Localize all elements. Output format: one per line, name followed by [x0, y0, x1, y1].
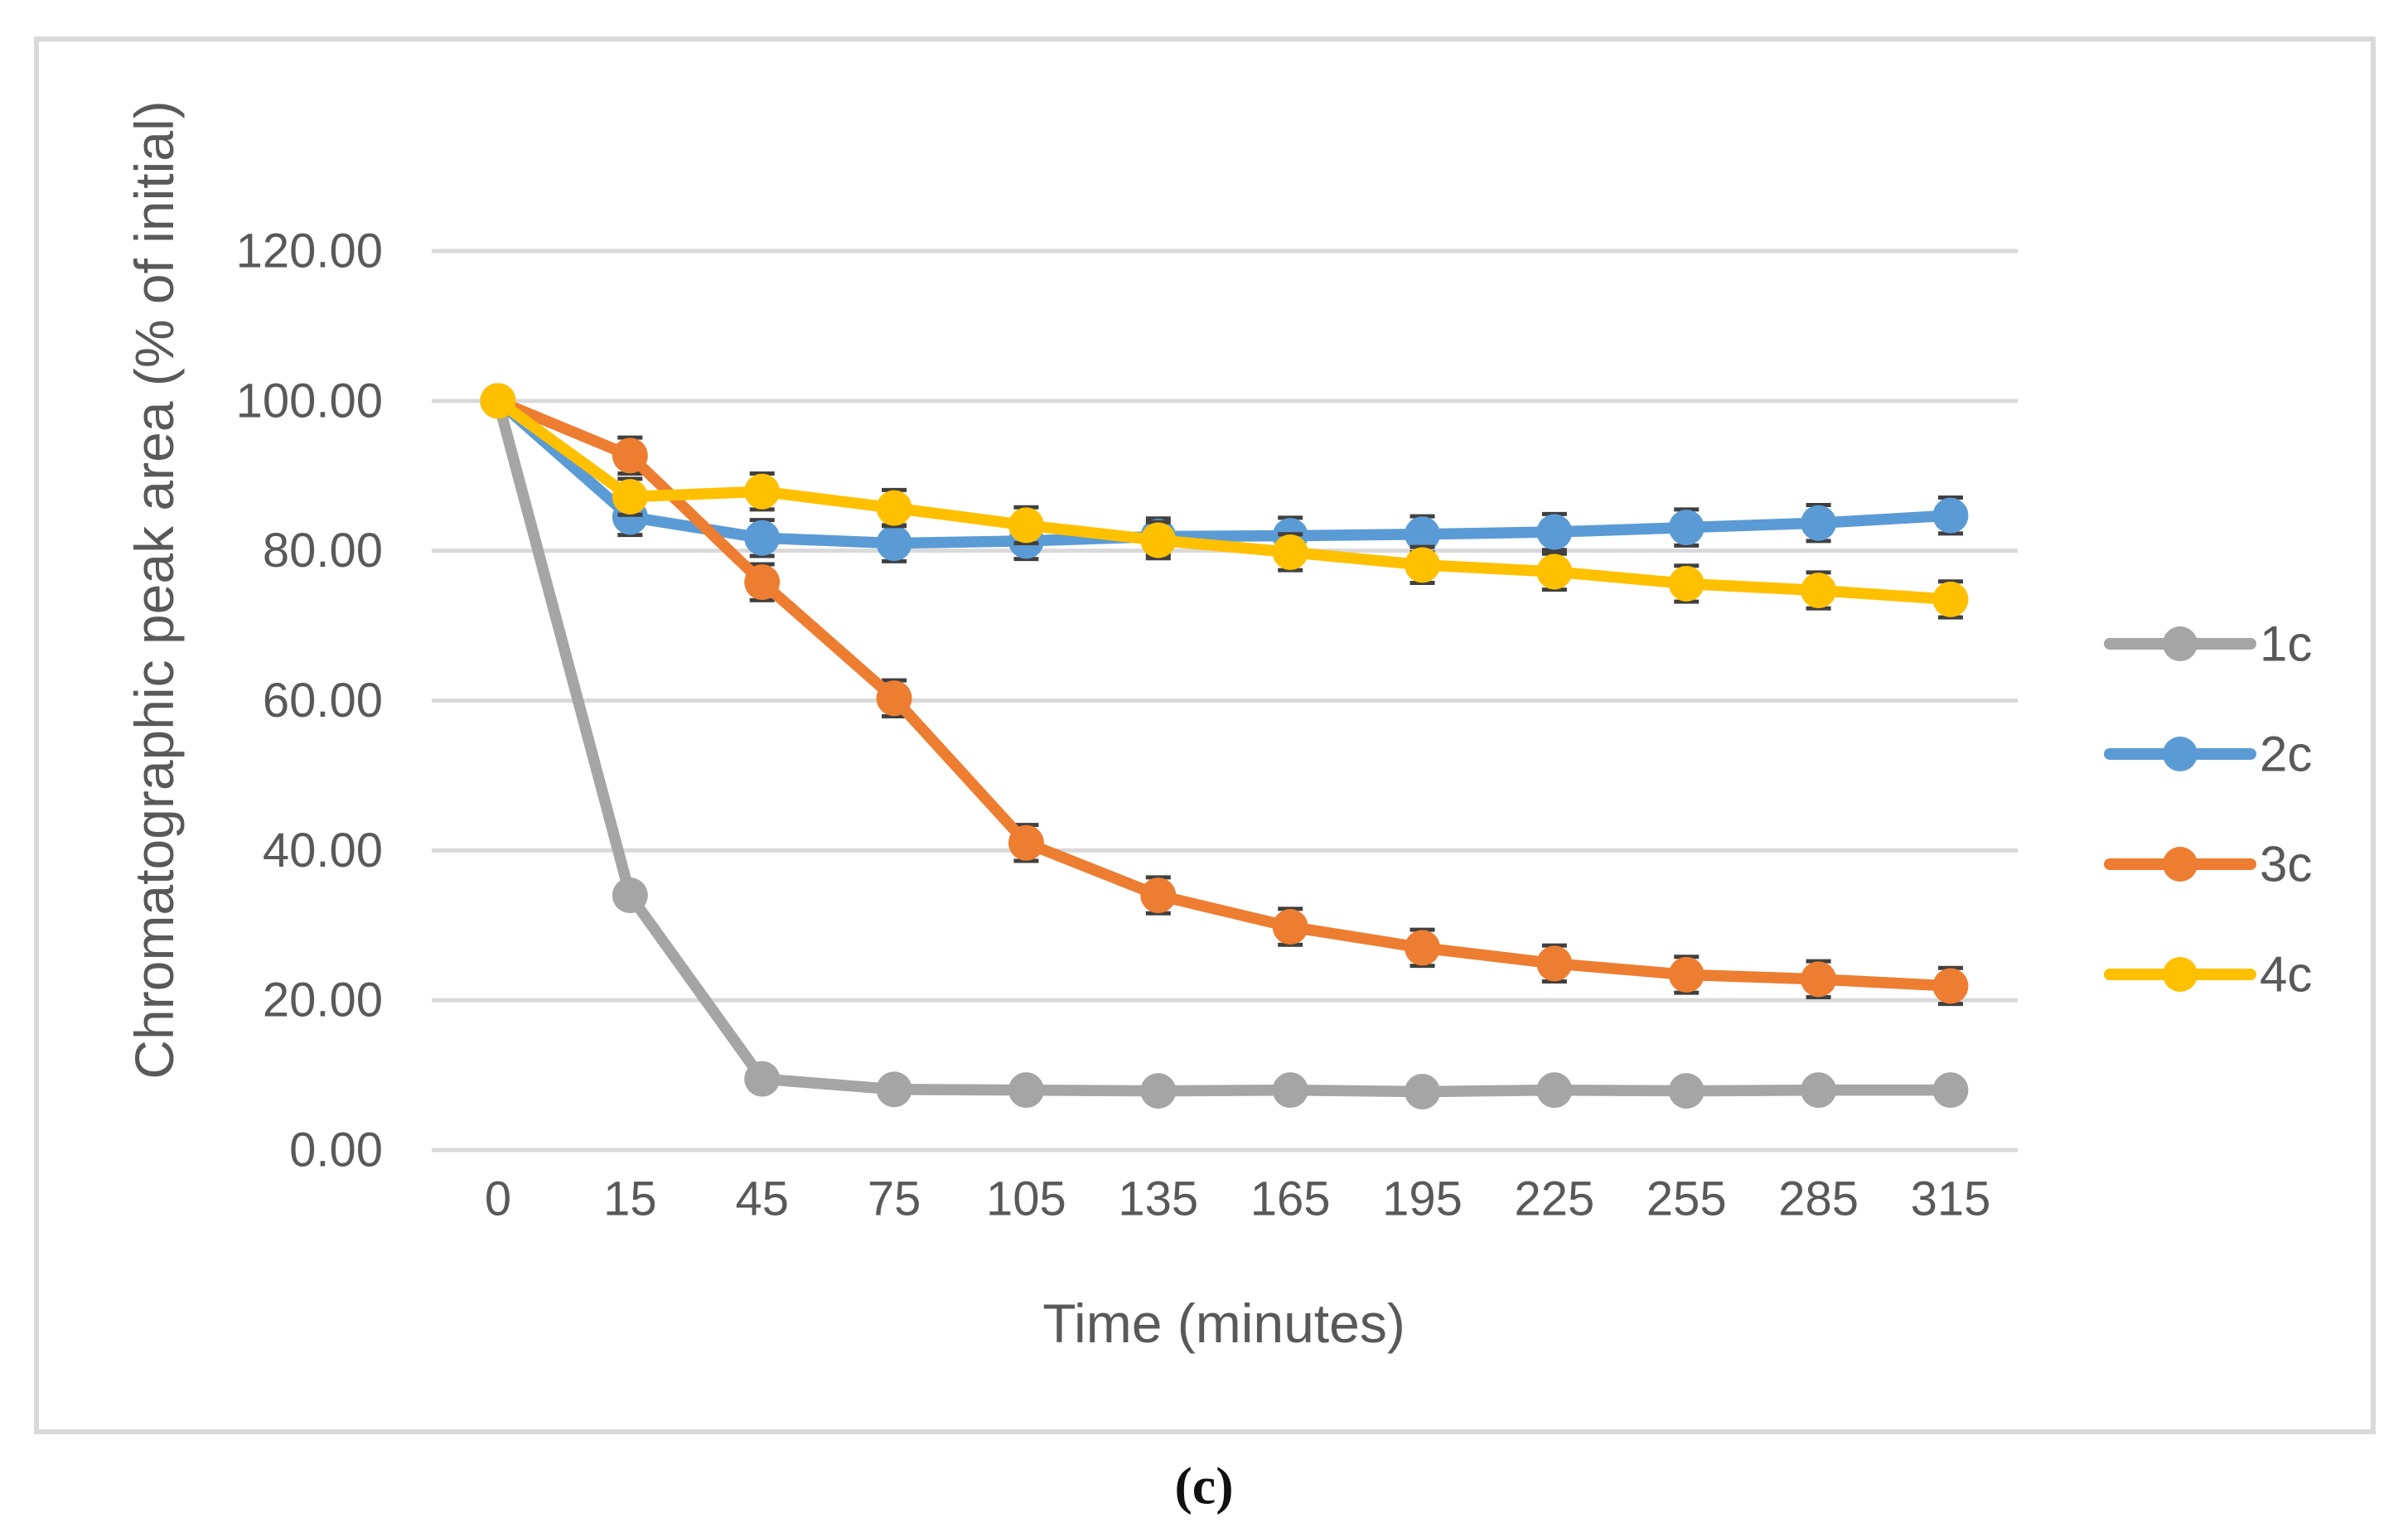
data-point-3c-195	[1405, 930, 1441, 966]
y-tick-label: 20.00	[263, 974, 383, 1027]
x-tick-label: 75	[868, 1172, 921, 1226]
x-tick-label: 135	[1118, 1172, 1198, 1226]
figure-caption: (c)	[1174, 1457, 1233, 1515]
x-axis-tick-labels: 0 15 45 75 105 135 165 195 225 255 285 315	[485, 1172, 1990, 1226]
y-axis-tick-labels: 0.00 20.00 40.00 60.00 80.00 100.00 120.00	[236, 224, 383, 1177]
y-axis-title: Chromatographic peak area (% of initial)	[123, 100, 185, 1079]
legend-marker-4c	[2163, 957, 2198, 992]
data-point-3c-255	[1668, 956, 1704, 993]
x-axis-title: Time (minutes)	[1042, 1293, 1405, 1354]
series-4c	[480, 383, 1969, 620]
data-point-1c-15	[612, 877, 648, 914]
data-point-2c-195	[1405, 516, 1441, 553]
y-tick-label: 100.00	[236, 374, 383, 428]
data-point-3c-315	[1932, 968, 1969, 1004]
y-tick-label: 40.00	[263, 824, 383, 877]
legend-marker-3c	[2163, 847, 2198, 882]
y-tick-label: 60.00	[263, 674, 383, 727]
data-point-3c-225	[1536, 945, 1573, 982]
y-tick-label: 0.00	[289, 1124, 383, 1177]
data-point-3c-45	[744, 564, 781, 601]
data-point-4c-0	[480, 383, 516, 419]
legend-item-2c: 2c	[2104, 727, 2312, 782]
legend-label-4c: 4c	[2260, 947, 2312, 1003]
legend-marker-1c	[2163, 626, 2198, 661]
data-point-2c-315	[1932, 497, 1969, 534]
x-tick-label: 225	[1514, 1172, 1594, 1226]
data-point-2c-285	[1801, 505, 1837, 541]
series-1c	[480, 383, 1969, 1109]
legend-label-3c: 3c	[2260, 837, 2312, 892]
x-tick-label: 255	[1646, 1172, 1727, 1226]
data-point-1c-195	[1405, 1073, 1441, 1109]
data-point-2c-225	[1536, 514, 1573, 550]
x-tick-label: 0	[485, 1172, 511, 1226]
x-tick-label: 45	[735, 1172, 789, 1226]
data-point-4c-225	[1536, 553, 1573, 590]
data-point-4c-195	[1405, 547, 1441, 583]
data-point-4c-45	[744, 473, 781, 510]
y-tick-label: 80.00	[263, 524, 383, 578]
legend-label-1c: 1c	[2260, 616, 2312, 672]
data-point-1c-225	[1536, 1072, 1573, 1109]
series-line-4c	[492, 395, 1956, 606]
data-point-1c-75	[876, 1071, 912, 1108]
series-line-2c	[492, 395, 1956, 549]
x-tick-label: 15	[603, 1172, 657, 1226]
data-point-2c-45	[744, 520, 781, 556]
data-point-4c-315	[1932, 581, 1969, 617]
data-point-2c-75	[876, 525, 912, 562]
series-line-3c	[492, 395, 1956, 992]
x-tick-label: 285	[1778, 1172, 1859, 1226]
data-point-1c-135	[1140, 1073, 1177, 1109]
data-point-1c-165	[1272, 1072, 1308, 1109]
data-point-2c-255	[1668, 510, 1704, 546]
legend-item-4c: 4c	[2104, 947, 2312, 1003]
data-point-1c-255	[1668, 1073, 1704, 1109]
data-point-1c-315	[1932, 1072, 1969, 1109]
series-layer	[480, 383, 1969, 1109]
x-tick-label: 105	[986, 1172, 1066, 1226]
legend-item-3c: 3c	[2104, 837, 2312, 892]
data-point-4c-255	[1668, 565, 1704, 602]
legend: 1c 2c 3c 4c	[2104, 616, 2312, 1003]
data-point-4c-165	[1272, 534, 1308, 570]
data-point-3c-105	[1008, 824, 1044, 861]
data-point-4c-105	[1008, 507, 1044, 544]
legend-label-2c: 2c	[2260, 727, 2312, 782]
data-point-3c-285	[1801, 961, 1837, 998]
data-point-3c-15	[612, 437, 648, 474]
data-point-4c-285	[1801, 573, 1837, 609]
data-point-3c-165	[1272, 909, 1308, 945]
data-point-1c-285	[1801, 1072, 1837, 1109]
legend-item-1c: 1c	[2104, 616, 2312, 672]
legend-marker-2c	[2163, 737, 2198, 771]
data-point-4c-75	[876, 490, 912, 526]
data-point-3c-75	[876, 680, 912, 717]
data-point-4c-15	[612, 479, 648, 515]
data-point-4c-135	[1140, 522, 1177, 558]
x-tick-label: 315	[1911, 1172, 1991, 1226]
series-2c	[480, 383, 1969, 563]
x-tick-label: 195	[1382, 1172, 1463, 1226]
series-line-1c	[492, 395, 1956, 1098]
figure-border	[34, 36, 2376, 1434]
data-point-1c-45	[744, 1061, 781, 1097]
data-point-3c-135	[1140, 877, 1177, 914]
series-3c	[480, 383, 1969, 1007]
gridlines	[432, 249, 2018, 1153]
x-tick-label: 165	[1250, 1172, 1331, 1226]
data-point-1c-105	[1008, 1072, 1044, 1109]
y-tick-label: 120.00	[236, 224, 383, 278]
